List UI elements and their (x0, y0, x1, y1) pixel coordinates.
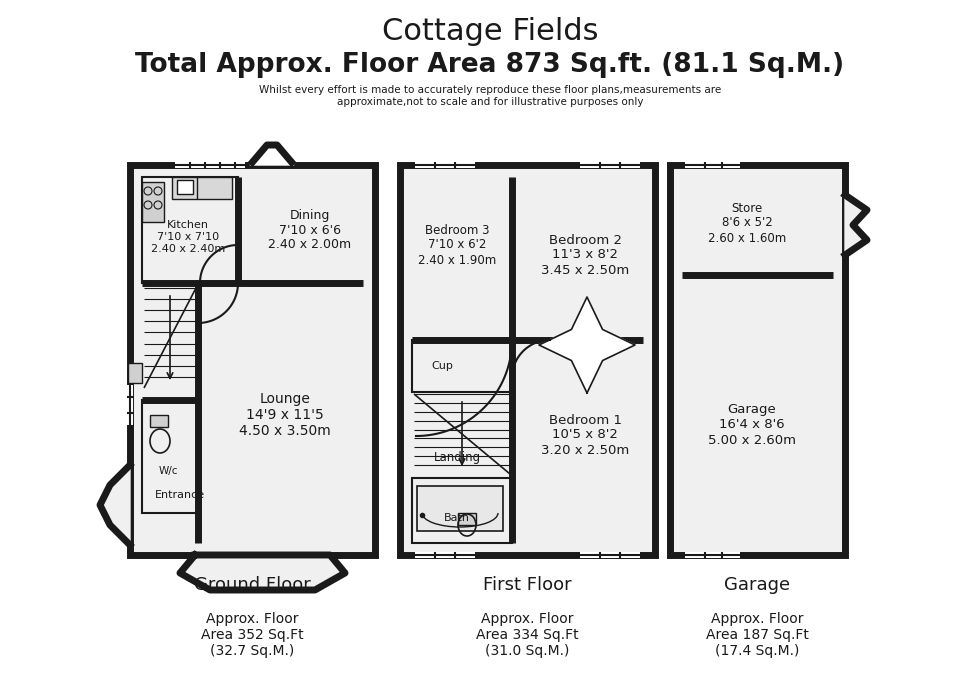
Text: Total Approx. Floor Area 873 Sq.ft. (81.1 Sq.M.): Total Approx. Floor Area 873 Sq.ft. (81.… (135, 52, 845, 78)
Text: Landing: Landing (433, 450, 480, 464)
Bar (415, 552, 475, 558)
Bar (580, 552, 640, 558)
Polygon shape (180, 555, 345, 590)
Text: Garage: Garage (724, 576, 790, 594)
Bar (175, 162, 245, 168)
Text: Cottage Fields: Cottage Fields (382, 17, 598, 46)
Bar (580, 162, 640, 168)
Text: Bath: Bath (444, 513, 470, 523)
Text: Bedroom 1
10'5 x 8'2
3.20 x 2.50m: Bedroom 1 10'5 x 8'2 3.20 x 2.50m (541, 414, 629, 457)
Bar (685, 552, 740, 558)
Bar (458, 513, 476, 525)
Text: Approx. Floor
Area 352 Sq.Ft
(32.7 Sq.M.): Approx. Floor Area 352 Sq.Ft (32.7 Sq.M.… (201, 612, 304, 658)
Bar (142, 400, 198, 513)
Text: Bedroom 2
11'3 x 8'2
3.45 x 2.50m: Bedroom 2 11'3 x 8'2 3.45 x 2.50m (541, 233, 629, 277)
Bar (400, 165, 655, 555)
Text: Whilst every effort is made to accurately reproduce these floor plans,measuremen: Whilst every effort is made to accuratel… (259, 85, 721, 107)
Text: Lounge
14'9 x 11'5
4.50 x 3.50m: Lounge 14'9 x 11'5 4.50 x 3.50m (239, 392, 331, 438)
Polygon shape (845, 195, 867, 255)
Bar (177, 180, 193, 194)
Bar (412, 478, 512, 543)
Text: Entrance: Entrance (155, 490, 205, 500)
Bar (172, 177, 232, 199)
Polygon shape (250, 145, 294, 165)
Text: Approx. Floor
Area 187 Sq.Ft
(17.4 Sq.M.): Approx. Floor Area 187 Sq.Ft (17.4 Sq.M.… (706, 612, 808, 658)
Text: Dining
7'10 x 6'6
2.40 x 2.00m: Dining 7'10 x 6'6 2.40 x 2.00m (269, 208, 352, 251)
Text: First Floor: First Floor (483, 576, 571, 594)
Bar (150, 415, 168, 427)
Text: Ground Floor: Ground Floor (194, 576, 311, 594)
Bar (142, 182, 164, 222)
Text: W/c: W/c (158, 466, 177, 476)
Text: Cup: Cup (431, 361, 453, 371)
Text: Approx. Floor
Area 334 Sq.Ft
(31.0 Sq.M.): Approx. Floor Area 334 Sq.Ft (31.0 Sq.M.… (475, 612, 578, 658)
Text: Bedroom 3
7'10 x 6'2
2.40 x 1.90m: Bedroom 3 7'10 x 6'2 2.40 x 1.90m (417, 224, 496, 266)
Polygon shape (539, 297, 635, 393)
Bar (128, 363, 142, 383)
Bar (670, 165, 845, 555)
Text: Store
8'6 x 5'2
2.60 x 1.60m: Store 8'6 x 5'2 2.60 x 1.60m (708, 201, 786, 244)
Bar (417, 486, 503, 531)
Text: Kitchen
7'10 x 7'10
2.40 x 2.40m: Kitchen 7'10 x 7'10 2.40 x 2.40m (151, 220, 225, 253)
Polygon shape (100, 465, 130, 545)
Bar (685, 162, 740, 168)
Bar (142, 177, 238, 283)
Text: Garage
16'4 x 8'6
5.00 x 2.60m: Garage 16'4 x 8'6 5.00 x 2.60m (708, 403, 796, 446)
Bar (412, 340, 512, 392)
Bar (127, 385, 133, 425)
Bar (415, 162, 475, 168)
Bar (130, 165, 375, 555)
